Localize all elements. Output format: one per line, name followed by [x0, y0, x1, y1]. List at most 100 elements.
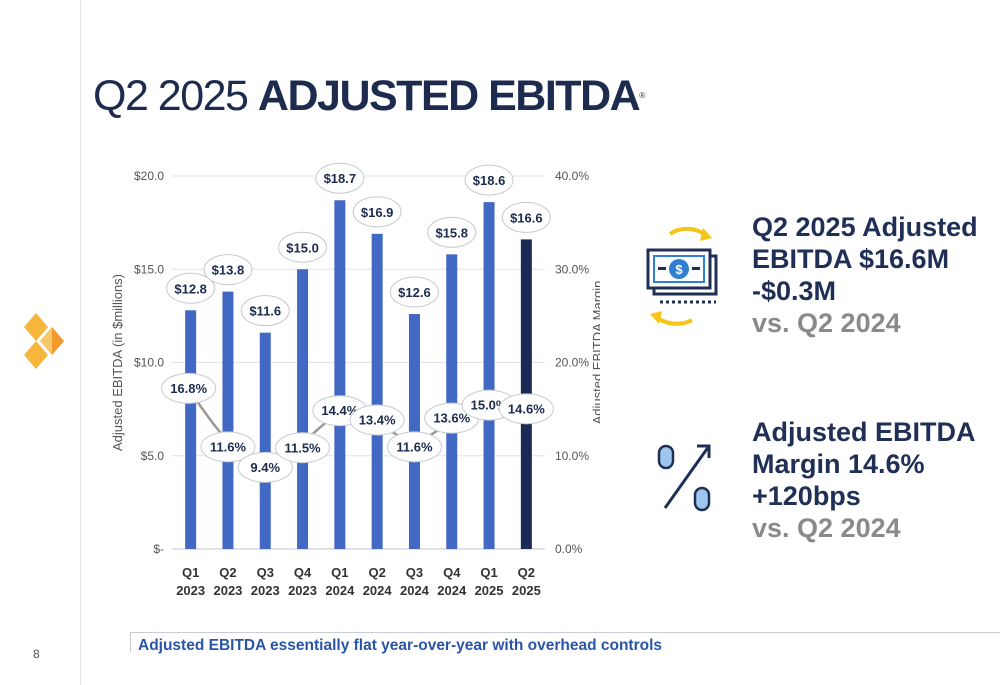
y-axis-label: Adjusted EBITDA (in $millions) [110, 274, 125, 451]
y-tick-label: $10.0 [134, 356, 164, 370]
bar [185, 310, 197, 549]
bar [371, 233, 383, 549]
x-tick-label-year: 2024 [325, 583, 355, 598]
x-tick-label-quarter: Q1 [182, 565, 199, 580]
y-right-tick-label: 0.0% [555, 542, 583, 556]
bar [334, 200, 346, 549]
margin-data-label-bubble [237, 451, 293, 483]
margin-data-label: 13.6% [433, 411, 470, 426]
bar-data-label-bubble [203, 254, 253, 286]
x-tick-label-quarter: Q4 [294, 565, 312, 580]
footer-tick [130, 632, 131, 652]
bar-data-label: $18.7 [324, 171, 357, 186]
x-tick-label-quarter: Q2 [219, 565, 236, 580]
margin-data-label-bubble [498, 393, 554, 425]
y-right-tick-label: 20.0% [555, 356, 589, 370]
footer-note: Adjusted EBITDA essentially flat year-ov… [138, 637, 662, 654]
bar [222, 291, 234, 549]
x-tick-label-quarter: Q1 [480, 565, 497, 580]
bar-data-label-bubble [240, 295, 290, 327]
bar [446, 254, 458, 549]
ebitda-chart: $- $5.0 $10.0 $15.0 $20.0 0.0% 10.0% 20.0% 30.0%… [110, 162, 600, 598]
bar [259, 332, 271, 549]
bar [297, 269, 309, 549]
left-margin-rule [80, 0, 81, 685]
margin-data-label-bubble [275, 432, 331, 464]
bar-data-label: $13.8 [212, 263, 245, 278]
x-tick-label-year: 2024 [363, 583, 393, 598]
bar-data-label-bubble [389, 276, 439, 308]
x-tick-label-quarter: Q2 [518, 565, 535, 580]
bar-data-label: $12.6 [398, 285, 431, 300]
bar-data-label-bubble [501, 201, 551, 233]
x-tick-label-quarter: Q4 [443, 565, 461, 580]
margin-data-label-bubble [386, 431, 442, 463]
company-logo-icon [24, 313, 64, 369]
margin-data-label: 11.5% [284, 440, 321, 455]
margin-callout-line2: Margin 14.6% [752, 449, 925, 479]
margin-callout-line4: vs. Q2 2024 [752, 513, 901, 543]
margin-data-label: 14.4% [321, 403, 358, 418]
margin-callout-line1: Adjusted EBITDA [752, 417, 976, 447]
title-light: Q2 2025 [93, 72, 249, 120]
ebitda-callout: Q2 2025 Adjusted EBITDA $16.6M -$0.3M vs… [752, 211, 978, 339]
x-tick-label-year: 2023 [288, 583, 317, 598]
margin-data-label: 13.4% [359, 413, 396, 428]
y-tick-label: $15.0 [134, 262, 164, 276]
bar-data-label-bubble [278, 231, 328, 263]
x-tick-label-quarter: Q3 [406, 565, 423, 580]
margin-data-label-bubble [349, 404, 405, 436]
x-tick-label-quarter: Q1 [331, 565, 348, 580]
bar-data-label-bubble [464, 164, 514, 196]
x-tick-label-quarter: Q2 [368, 565, 385, 580]
ebitda-callout-line4: vs. Q2 2024 [752, 308, 901, 338]
margin-callout: Adjusted EBITDA Margin 14.6% +120bps vs.… [752, 416, 976, 544]
title-registered-mark: ® [639, 91, 646, 100]
margin-data-label: 14.6% [508, 401, 545, 416]
x-tick-label-quarter: Q3 [257, 565, 274, 580]
svg-text:$: $ [675, 262, 683, 277]
bar [483, 202, 495, 550]
y-right-tick-label: 40.0% [555, 169, 589, 183]
bar-data-label: $18.6 [473, 173, 506, 188]
x-tick-label-year: 2024 [400, 583, 430, 598]
bar-data-label-bubble [427, 216, 477, 248]
y-tick-label: $20.0 [134, 169, 164, 183]
ebitda-callout-line1: Q2 2025 Adjusted [752, 212, 978, 242]
margin-data-label: 15.0% [471, 398, 508, 413]
bar-data-label: $16.6 [510, 210, 543, 225]
margin-data-label-bubble [200, 431, 256, 463]
x-tick-label-year: 2025 [512, 583, 541, 598]
percent-increase-icon [657, 444, 711, 512]
margin-data-label: 9.4% [250, 460, 280, 475]
y-right-axis-label: Adjusted EBITDA Margin [590, 281, 600, 425]
footer-rule [130, 632, 1000, 633]
margin-data-label-bubble [161, 372, 217, 404]
ebitda-callout-line3: -$0.3M [752, 276, 837, 306]
bar-data-label: $15.0 [286, 240, 319, 255]
bar-data-label: $11.6 [249, 304, 281, 319]
x-tick-label-year: 2023 [176, 583, 205, 598]
y-right-tick-label: 30.0% [555, 262, 589, 276]
x-tick-label-year: 2024 [437, 583, 467, 598]
margin-data-label: 11.6% [396, 439, 433, 454]
margin-callout-line3: +120bps [752, 481, 861, 511]
margin-data-label: 16.8% [170, 381, 207, 396]
money-exchange-icon: $ [646, 226, 718, 326]
bar-data-label: $15.8 [435, 225, 468, 240]
bar-data-label: $12.8 [174, 281, 207, 296]
ebitda-callout-line2: EBITDA $16.6M [752, 244, 950, 274]
margin-data-label: 11.6% [210, 439, 247, 454]
bar-data-label-bubble [352, 196, 402, 228]
bar-data-label: $16.9 [361, 205, 394, 220]
y-tick-label: $- [153, 542, 164, 556]
x-tick-label-year: 2023 [213, 583, 242, 598]
y-right-tick-label: 10.0% [555, 449, 589, 463]
x-tick-label-year: 2025 [475, 583, 504, 598]
bar-data-label-bubble [166, 272, 216, 304]
page-number: 8 [33, 647, 40, 661]
page-title: Q2 2025 ADJUSTED EBITDA® [93, 70, 645, 122]
y-tick-label: $5.0 [141, 449, 165, 463]
title-bold: ADJUSTED EBITDA [257, 72, 641, 120]
bar-data-label-bubble [315, 162, 365, 194]
